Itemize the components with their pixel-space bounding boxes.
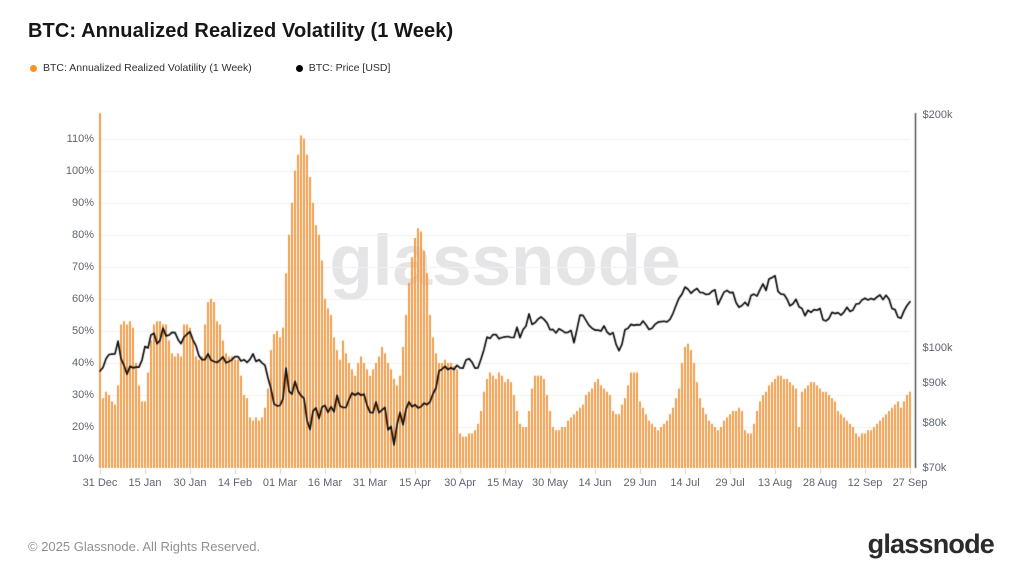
y-left-tick-label: 30% — [71, 389, 94, 401]
x-tick-label: 28 Aug — [802, 477, 838, 489]
y-left-tick-label: 50% — [71, 325, 94, 337]
x-tick-label: 27 Sep — [892, 477, 928, 489]
x-tick-label: 30 May — [531, 477, 569, 489]
y-right-tick-label: $200k — [922, 109, 953, 121]
x-tick-label: 30 Apr — [444, 477, 476, 489]
x-tick-label: 12 Sep — [847, 477, 883, 489]
y-right-tick-label: $70k — [922, 462, 947, 474]
y-left-tick-label: 80% — [71, 229, 94, 241]
x-tick-label: 01 Mar — [262, 477, 298, 489]
glassnode-logo: glassnode — [867, 529, 995, 559]
y-right-tick-label: $90k — [922, 377, 947, 389]
y-right-tick-label: $100k — [922, 342, 953, 354]
y-left-tick-label: 40% — [71, 357, 94, 369]
x-tick-label: 15 Jan — [128, 477, 162, 489]
y-left-tick-label: 70% — [71, 261, 94, 273]
x-tick-label: 31 Dec — [82, 477, 118, 489]
y-left-tick-label: 90% — [71, 197, 94, 209]
y-left-tick-label: 100% — [65, 165, 94, 177]
y-right-tick-label: $80k — [922, 417, 947, 429]
x-tick-label: 14 Jul — [670, 477, 700, 489]
x-tick-label: 16 Mar — [307, 477, 343, 489]
x-tick-label: 14 Jun — [578, 477, 612, 489]
x-tick-label: 14 Feb — [217, 477, 253, 489]
y-left-tick-label: 60% — [71, 293, 94, 305]
x-tick-label: 30 Jan — [173, 477, 207, 489]
y-left-tick-label: 10% — [71, 453, 94, 465]
x-tick-label: 29 Jun — [623, 477, 657, 489]
y-left-tick-label: 20% — [71, 421, 94, 433]
x-tick-label: 29 Jul — [715, 477, 745, 489]
x-tick-label: 13 Aug — [757, 477, 793, 489]
x-tick-label: 31 Mar — [352, 477, 388, 489]
copyright-text: © 2025 Glassnode. All Rights Reserved. — [28, 539, 261, 554]
x-tick-label: 15 May — [486, 477, 524, 489]
y-left-tick-label: 110% — [66, 133, 94, 145]
x-tick-label: 15 Apr — [399, 477, 431, 489]
